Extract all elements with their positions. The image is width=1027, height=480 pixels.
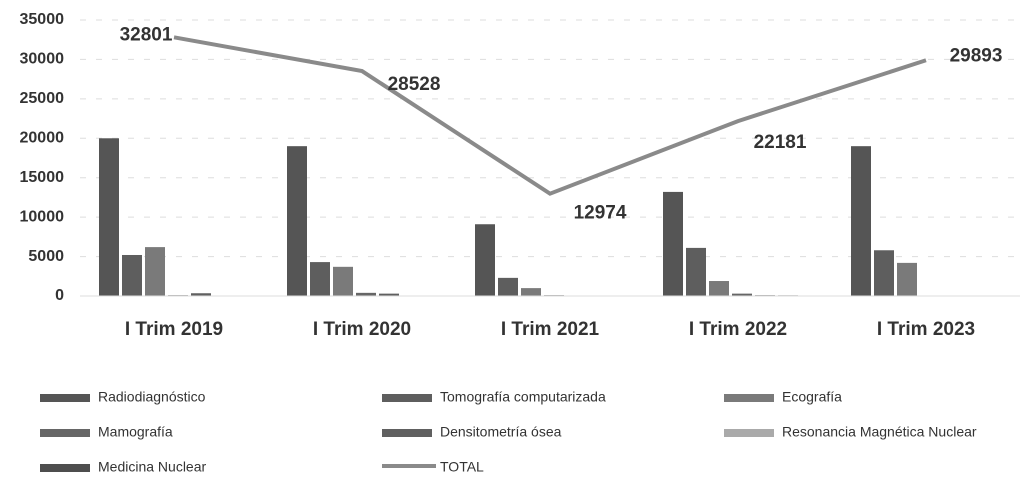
bar — [663, 192, 683, 296]
bar — [686, 248, 706, 296]
legend-swatch — [40, 429, 90, 437]
value-label: 12974 — [574, 203, 627, 224]
y-tick-label: 10000 — [20, 208, 65, 225]
y-tick-label: 30000 — [20, 51, 65, 68]
legend-label: Mamografía — [98, 424, 173, 440]
y-tick-label: 0 — [55, 287, 64, 304]
value-label: 32801 — [120, 24, 173, 45]
bar — [521, 288, 541, 296]
legend-label: Densitometría ósea — [440, 424, 562, 440]
legend-label: TOTAL — [440, 459, 484, 475]
bar — [709, 281, 729, 296]
bar — [475, 224, 495, 296]
bar — [310, 262, 330, 296]
x-tick-label: I Trim 2023 — [877, 319, 975, 340]
x-tick-label: I Trim 2019 — [125, 319, 223, 340]
legend-label: Medicina Nuclear — [98, 459, 206, 475]
value-label: 29893 — [950, 45, 1003, 66]
y-tick-label: 5000 — [28, 248, 64, 265]
legend-label: Tomografía computarizada — [440, 389, 606, 405]
y-tick-label: 15000 — [20, 169, 65, 186]
bar — [145, 247, 165, 296]
total-line — [174, 37, 926, 193]
y-tick-label: 35000 — [20, 11, 65, 28]
legend-swatch — [382, 464, 436, 468]
bar — [287, 146, 307, 296]
value-label: 22181 — [754, 132, 807, 153]
legend-swatch — [724, 394, 774, 402]
bar — [851, 146, 871, 296]
bar — [122, 255, 142, 296]
legend-swatch — [382, 429, 432, 437]
x-tick-label: I Trim 2022 — [689, 319, 787, 340]
legend-label: Radiodiagnóstico — [98, 389, 206, 405]
value-label: 28528 — [388, 74, 441, 95]
y-tick-label: 20000 — [20, 130, 65, 147]
x-tick-label: I Trim 2021 — [501, 319, 600, 340]
bar — [874, 250, 894, 296]
y-tick-label: 25000 — [20, 90, 65, 107]
bar — [897, 263, 917, 296]
legend-swatch — [40, 394, 90, 402]
bar — [498, 278, 518, 296]
x-tick-label: I Trim 2020 — [313, 319, 411, 340]
legend-swatch — [40, 464, 90, 472]
bar — [99, 138, 119, 296]
bar — [333, 267, 353, 296]
legend-label: Resonancia Magnética Nuclear — [782, 424, 977, 440]
legend-swatch — [382, 394, 432, 402]
legend-label: Ecografía — [782, 389, 842, 405]
legend-swatch — [724, 429, 774, 437]
